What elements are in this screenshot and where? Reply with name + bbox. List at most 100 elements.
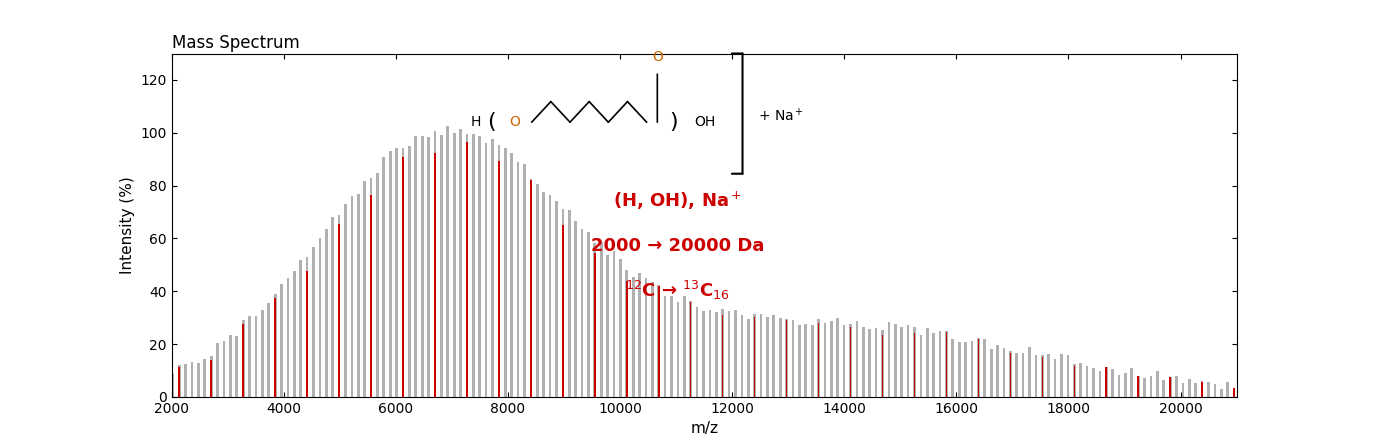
Bar <box>587 232 589 397</box>
Bar <box>606 255 609 397</box>
Bar <box>420 136 423 397</box>
Bar <box>958 342 960 397</box>
Bar <box>1194 383 1197 397</box>
Bar <box>1009 351 1011 397</box>
Bar <box>881 330 883 397</box>
Bar <box>261 310 264 397</box>
Bar <box>683 297 686 397</box>
Bar <box>658 286 660 397</box>
Bar <box>459 129 462 397</box>
Bar <box>177 365 180 397</box>
Bar <box>721 309 724 397</box>
Bar <box>312 247 315 397</box>
Bar <box>849 327 852 397</box>
Bar <box>875 327 878 397</box>
Bar <box>447 125 449 397</box>
Bar <box>728 311 731 397</box>
Bar <box>1232 388 1235 397</box>
Bar <box>370 178 372 397</box>
Bar <box>1169 376 1172 397</box>
Bar <box>919 334 922 397</box>
Bar <box>676 301 679 397</box>
Bar <box>1003 347 1006 397</box>
Bar <box>1085 366 1088 397</box>
Bar <box>306 257 309 397</box>
Bar <box>1015 354 1018 397</box>
Bar <box>1010 353 1011 397</box>
Bar <box>523 164 526 397</box>
Bar <box>529 179 532 397</box>
Bar <box>517 162 519 397</box>
Bar <box>235 336 238 397</box>
Bar <box>818 323 819 397</box>
Bar <box>184 364 187 397</box>
Bar <box>408 146 411 397</box>
Bar <box>1066 355 1069 397</box>
Bar <box>357 194 360 397</box>
Bar <box>1131 368 1134 397</box>
Bar <box>945 331 948 397</box>
Bar <box>191 362 194 397</box>
Bar <box>223 341 225 397</box>
Bar <box>562 225 563 397</box>
Bar <box>837 318 840 397</box>
Bar <box>242 324 245 397</box>
Bar <box>1073 364 1076 397</box>
Bar <box>275 297 276 397</box>
Bar <box>536 184 539 397</box>
Bar <box>548 195 551 397</box>
Bar <box>926 328 929 397</box>
Bar <box>1201 381 1204 397</box>
Bar <box>331 217 334 397</box>
Bar <box>747 319 750 397</box>
Bar <box>709 310 712 397</box>
Bar <box>651 282 654 397</box>
Bar <box>567 210 570 397</box>
Bar <box>1061 354 1063 397</box>
Bar <box>389 151 392 397</box>
Bar <box>1201 382 1202 397</box>
Bar <box>1041 357 1043 397</box>
Bar <box>1106 368 1107 397</box>
Bar <box>1035 355 1037 397</box>
Text: O: O <box>651 50 662 64</box>
Bar <box>882 335 883 397</box>
Bar <box>938 331 941 397</box>
Bar <box>823 323 826 397</box>
Bar <box>1041 355 1044 397</box>
Bar <box>791 320 794 397</box>
Text: Mass Spectrum: Mass Spectrum <box>172 34 300 52</box>
Bar <box>574 221 577 397</box>
Bar <box>485 144 488 397</box>
Bar <box>690 302 691 397</box>
Bar <box>300 260 302 397</box>
Bar <box>767 317 769 397</box>
Bar <box>427 137 430 397</box>
Bar <box>172 374 174 397</box>
Bar <box>1169 377 1171 397</box>
Bar <box>970 341 973 397</box>
Bar <box>1156 372 1158 397</box>
Bar <box>1143 378 1146 397</box>
Bar <box>466 134 469 397</box>
Bar <box>370 195 372 397</box>
Bar <box>753 314 756 397</box>
Bar <box>671 296 673 397</box>
Bar <box>415 136 418 397</box>
Bar <box>772 315 775 397</box>
Bar <box>1099 372 1101 397</box>
Bar <box>273 294 276 397</box>
Bar <box>396 148 398 397</box>
Bar <box>555 202 558 397</box>
Y-axis label: Intensity (%): Intensity (%) <box>120 176 135 274</box>
Bar <box>842 325 845 397</box>
Bar <box>499 161 500 397</box>
Bar <box>741 315 743 397</box>
Bar <box>721 315 724 397</box>
Bar <box>786 320 787 397</box>
Bar <box>510 153 513 397</box>
Bar <box>632 277 635 397</box>
Bar <box>907 326 910 397</box>
Bar <box>600 242 603 397</box>
Bar <box>945 332 947 397</box>
